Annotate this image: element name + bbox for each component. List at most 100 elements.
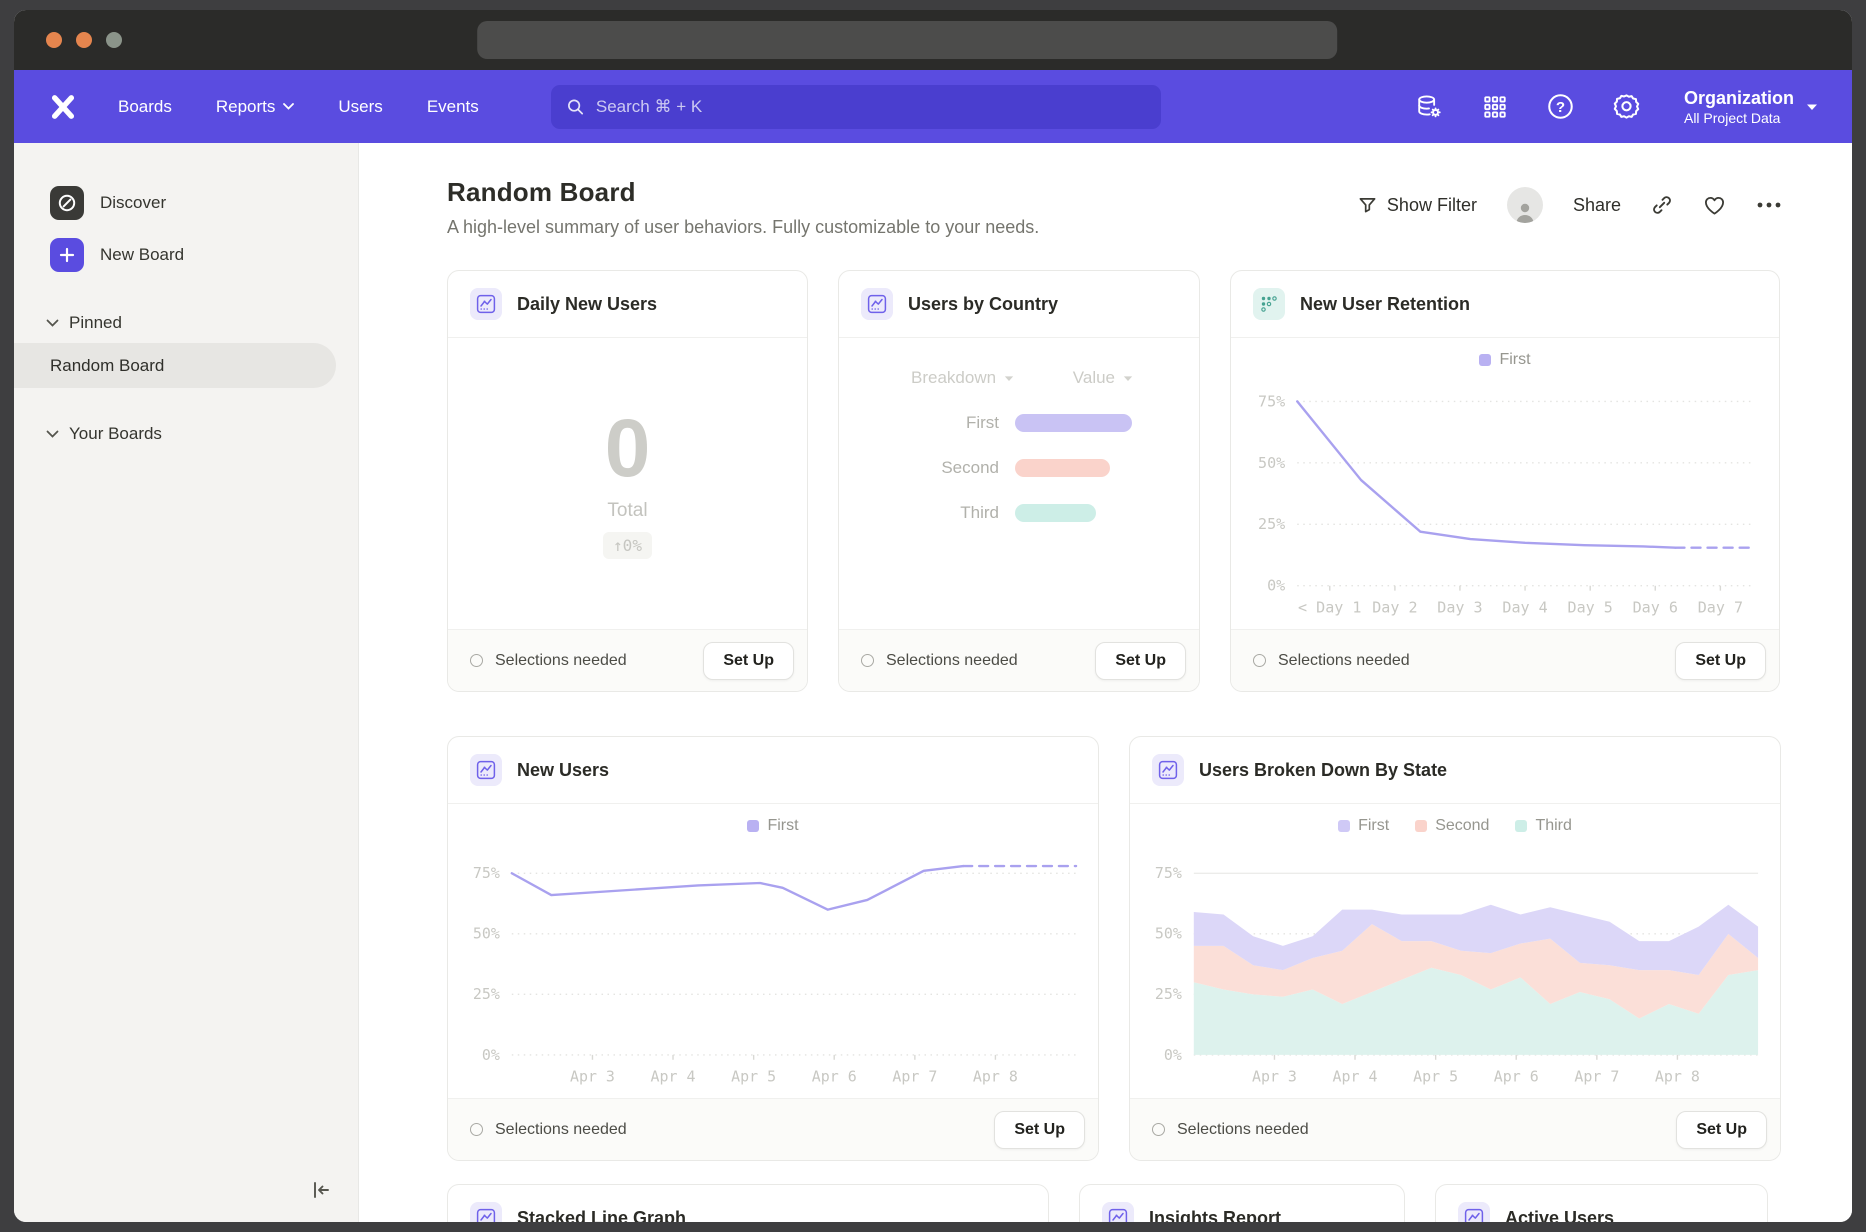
discover-compass-icon bbox=[50, 186, 84, 220]
settings-gear-icon[interactable] bbox=[1612, 92, 1642, 122]
chevron-down-icon bbox=[1123, 375, 1133, 381]
minimize-window-button[interactable] bbox=[76, 32, 92, 48]
card-stacked-line-graph: Stacked Line Graph bbox=[447, 1184, 1049, 1222]
set-up-button[interactable]: Set Up bbox=[703, 641, 794, 680]
share-button[interactable]: Share bbox=[1573, 195, 1621, 216]
country-row-label: Second bbox=[941, 458, 999, 477]
avatar[interactable] bbox=[1506, 187, 1543, 223]
primary-nav: Boards Reports Users Events bbox=[118, 97, 479, 117]
line-chart-icon bbox=[1152, 754, 1184, 786]
svg-text:75%: 75% bbox=[473, 865, 500, 882]
svg-text:75%: 75% bbox=[1258, 392, 1285, 410]
sidebar-section-label: Your Boards bbox=[69, 424, 162, 443]
country-row-bar bbox=[1015, 414, 1132, 432]
global-search[interactable] bbox=[550, 84, 1161, 129]
card-daily-new-users: Daily New Users 0 Total ↑0% Selections n… bbox=[447, 270, 808, 692]
svg-text:Day 4: Day 4 bbox=[1502, 598, 1547, 616]
card-title: New User Retention bbox=[1300, 293, 1471, 314]
help-icon[interactable]: ? bbox=[1546, 92, 1576, 122]
legend-item: First bbox=[1479, 351, 1531, 369]
status-circle-icon bbox=[861, 654, 874, 667]
country-row-bar bbox=[1015, 459, 1110, 477]
mixpanel-logo[interactable] bbox=[48, 92, 78, 122]
country-row: Second bbox=[839, 458, 1199, 478]
svg-text:Day 3: Day 3 bbox=[1437, 598, 1482, 616]
line-chart-icon bbox=[470, 754, 502, 786]
nav-item-label: Boards bbox=[118, 96, 172, 116]
country-row-bar bbox=[1015, 504, 1096, 522]
search-input[interactable] bbox=[595, 96, 1145, 117]
card-title: Users by Country bbox=[908, 293, 1059, 314]
breakdown-dropdown[interactable]: Breakdown bbox=[911, 368, 1014, 388]
chevron-down-icon bbox=[1004, 375, 1014, 381]
sidebar-item-discover[interactable]: Discover bbox=[14, 181, 358, 225]
set-up-button[interactable]: Set Up bbox=[1095, 641, 1186, 680]
nav-item-events[interactable]: Events bbox=[427, 97, 479, 117]
apps-grid-icon[interactable] bbox=[1480, 92, 1510, 122]
browser-window: Boards Reports Users Events bbox=[14, 10, 1852, 1222]
nav-item-label: Users bbox=[338, 96, 383, 116]
country-row: Third bbox=[839, 503, 1199, 523]
favorite-heart-icon[interactable] bbox=[1703, 195, 1726, 216]
chevron-down-icon bbox=[1807, 104, 1817, 110]
svg-text:< Day 1: < Day 1 bbox=[1298, 598, 1361, 616]
nav-item-label: Events bbox=[426, 96, 479, 116]
share-label: Share bbox=[1572, 194, 1621, 215]
selections-needed-label: Selections needed bbox=[495, 651, 627, 669]
data-management-icon[interactable] bbox=[1414, 92, 1444, 122]
card-active-users: Active Users bbox=[1435, 1184, 1768, 1222]
selections-needed-label: Selections needed bbox=[1177, 1120, 1309, 1138]
chevron-down-icon bbox=[46, 319, 59, 327]
svg-text:Day 2: Day 2 bbox=[1372, 598, 1417, 616]
svg-text:Apr 6: Apr 6 bbox=[812, 1068, 857, 1085]
status-circle-icon bbox=[1152, 1123, 1165, 1136]
svg-text:Day 5: Day 5 bbox=[1568, 598, 1613, 616]
nav-item-reports[interactable]: Reports bbox=[216, 97, 295, 117]
sidebar-section-pinned[interactable]: Pinned bbox=[14, 303, 358, 343]
card-title: Daily New Users bbox=[517, 293, 658, 314]
status-circle-icon bbox=[470, 1123, 483, 1136]
set-up-button[interactable]: Set Up bbox=[1675, 641, 1766, 680]
plus-icon bbox=[50, 238, 84, 272]
country-row-label: First bbox=[965, 413, 999, 432]
country-breakdown-list: First Second Third bbox=[839, 413, 1199, 523]
nav-item-label: Reports bbox=[215, 96, 276, 116]
nav-item-boards[interactable]: Boards bbox=[118, 97, 172, 117]
value-dropdown[interactable]: Value bbox=[1073, 368, 1133, 388]
svg-text:Apr 8: Apr 8 bbox=[973, 1068, 1018, 1085]
state-stacked-chart: 75% 50% 25% 0% Apr 3 Apr 4 Apr 5 Apr 6 Apr 7 Apr … bbox=[1130, 804, 1780, 1098]
svg-text:75%: 75% bbox=[1155, 865, 1182, 882]
card-users-by-state: Users Broken Down By State First Second Th… bbox=[1129, 736, 1781, 1161]
svg-text:Apr 4: Apr 4 bbox=[651, 1068, 696, 1085]
url-bar[interactable] bbox=[477, 21, 1338, 59]
retention-chart: 75% 50% 25% 0% < Day 1 Day 2 Day 3 Day 4 Day 5 Da… bbox=[1231, 338, 1779, 629]
svg-text:Day 7: Day 7 bbox=[1698, 598, 1743, 616]
breakdown-label: Breakdown bbox=[911, 368, 997, 387]
svg-text:Apr 5: Apr 5 bbox=[1413, 1068, 1458, 1085]
copy-link-icon[interactable] bbox=[1651, 194, 1673, 216]
set-up-button[interactable]: Set Up bbox=[1676, 1110, 1767, 1149]
filter-funnel-icon bbox=[1359, 197, 1376, 212]
more-options-icon[interactable] bbox=[1756, 200, 1782, 210]
chart-legend: First Second Third bbox=[1130, 817, 1780, 835]
country-row-bar-wrap bbox=[1015, 459, 1175, 477]
zoom-window-button[interactable] bbox=[106, 32, 122, 48]
new-users-chart: 75% 50% 25% 0% Apr 3 Apr 4 Apr 5 Apr 6 Apr 7 Apr … bbox=[448, 804, 1098, 1098]
sidebar-section-your-boards[interactable]: Your Boards bbox=[14, 414, 358, 454]
browser-titlebar bbox=[14, 10, 1852, 70]
set-up-button[interactable]: Set Up bbox=[994, 1110, 1085, 1149]
show-filter-button[interactable]: Show Filter bbox=[1358, 195, 1477, 216]
sidebar-item-new-board[interactable]: New Board bbox=[14, 233, 358, 277]
sidebar-item-label: Discover bbox=[100, 193, 167, 212]
line-chart-icon bbox=[1102, 1202, 1134, 1222]
app-navbar: Boards Reports Users Events bbox=[14, 70, 1852, 143]
sidebar-collapse-icon[interactable] bbox=[310, 1179, 332, 1206]
close-window-button[interactable] bbox=[46, 32, 62, 48]
metric-value: 0 bbox=[604, 403, 651, 494]
sidebar-item-random-board[interactable]: Random Board bbox=[14, 343, 336, 388]
nav-item-users[interactable]: Users bbox=[338, 97, 382, 117]
svg-text:0%: 0% bbox=[1164, 1047, 1182, 1064]
org-switcher[interactable]: Organization All Project Data bbox=[1684, 87, 1818, 126]
show-filter-label: Show Filter bbox=[1386, 194, 1477, 215]
status-circle-icon bbox=[470, 654, 483, 667]
